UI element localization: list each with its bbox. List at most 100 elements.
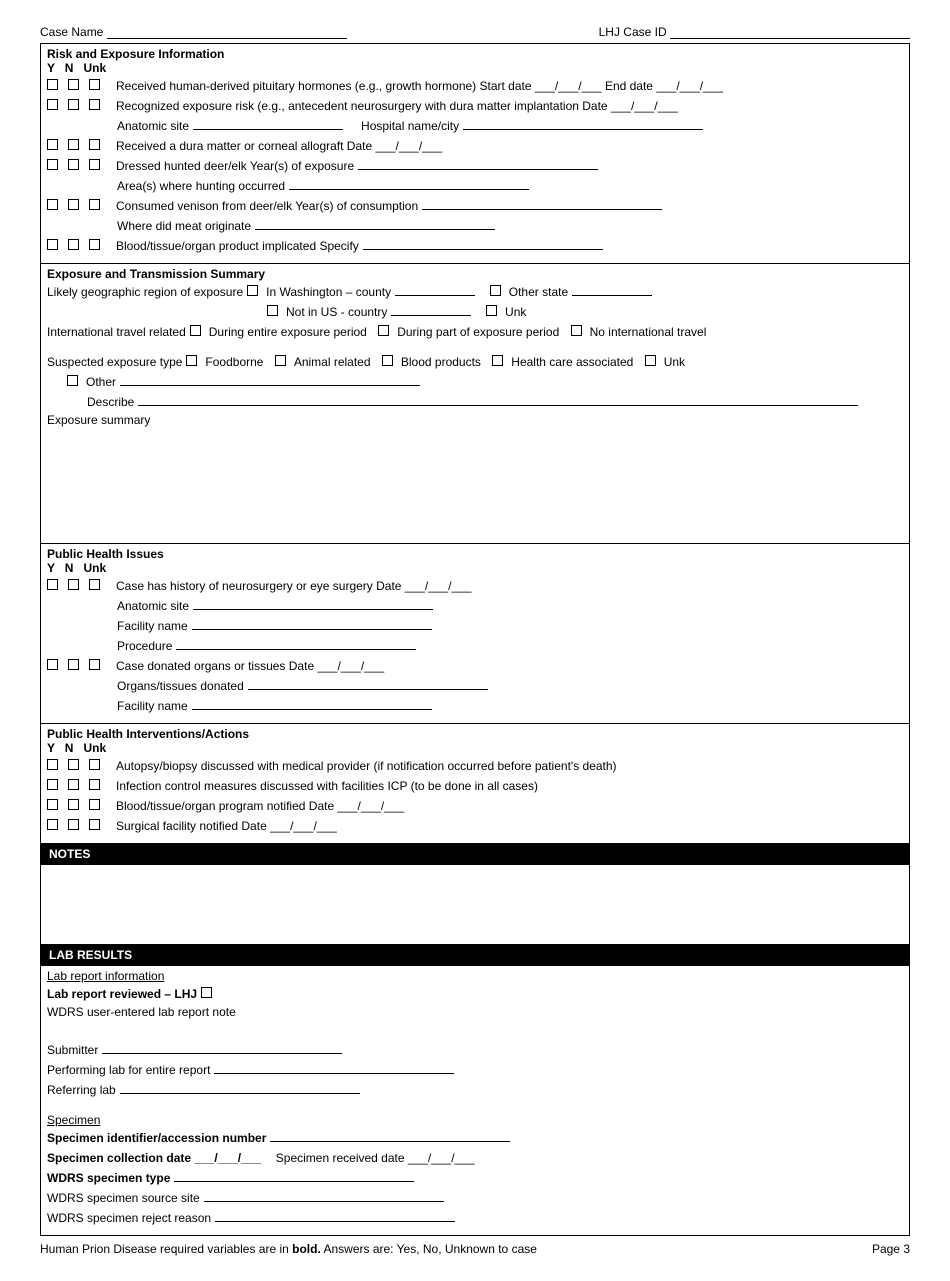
checkbox[interactable]: [68, 139, 79, 150]
checkbox[interactable]: [190, 325, 201, 336]
checkbox[interactable]: [275, 355, 286, 366]
checkbox[interactable]: [645, 355, 656, 366]
wsrc-input[interactable]: [204, 1189, 444, 1202]
checkbox[interactable]: [68, 759, 79, 770]
checkbox[interactable]: [47, 579, 58, 590]
risk-row-4: Dressed hunted deer/elk Year(s) of expos…: [47, 157, 903, 175]
hunting-area-input[interactable]: [289, 177, 529, 190]
checkbox[interactable]: [47, 99, 58, 110]
spec-type-row: WDRS specimen type: [47, 1169, 903, 1187]
hospital-input[interactable]: [463, 117, 703, 130]
checkbox[interactable]: [68, 239, 79, 250]
checkbox[interactable]: [47, 659, 58, 670]
lab-note-label: WDRS user-entered lab report note: [47, 1005, 903, 1019]
years-consumption-input[interactable]: [422, 197, 662, 210]
checkbox[interactable]: [68, 799, 79, 810]
wtype-input[interactable]: [174, 1169, 414, 1182]
ref-label: Referring lab: [47, 1081, 116, 1099]
checkbox[interactable]: [47, 159, 58, 170]
checkbox[interactable]: [47, 759, 58, 770]
describe-input[interactable]: [138, 393, 858, 406]
lab-submitter-row: Submitter: [47, 1041, 903, 1059]
checkbox[interactable]: [47, 139, 58, 150]
checkbox[interactable]: [89, 79, 100, 90]
checkbox[interactable]: [571, 325, 582, 336]
country-input[interactable]: [391, 303, 471, 316]
checkbox[interactable]: [89, 779, 100, 790]
hunting-area-label: Area(s) where hunting occurred: [117, 177, 285, 195]
checkbox[interactable]: [89, 819, 100, 830]
meat-origin-input[interactable]: [255, 217, 495, 230]
phi-anatomic-input[interactable]: [193, 597, 433, 610]
specify-input[interactable]: [363, 237, 603, 250]
checkbox[interactable]: [47, 239, 58, 250]
perf-input[interactable]: [214, 1061, 454, 1074]
checkbox[interactable]: [89, 139, 100, 150]
phi-organs-input[interactable]: [248, 677, 488, 690]
checkbox[interactable]: [89, 239, 100, 250]
checkbox[interactable]: [68, 99, 79, 110]
checkbox[interactable]: [378, 325, 389, 336]
checkbox[interactable]: [267, 305, 278, 316]
checkbox[interactable]: [68, 579, 79, 590]
risk-section: Risk and Exposure Information Y N Unk Re…: [40, 43, 910, 264]
risk-row-1-text: Received human-derived pituitary hormone…: [116, 77, 723, 95]
checkbox[interactable]: [247, 285, 258, 296]
checkbox[interactable]: [382, 355, 393, 366]
phi-facility-input[interactable]: [192, 617, 432, 630]
case-name-input[interactable]: [107, 26, 347, 39]
checkbox[interactable]: [68, 659, 79, 670]
checkbox[interactable]: [47, 799, 58, 810]
checkbox[interactable]: [67, 375, 78, 386]
describe-row: Describe: [47, 393, 903, 411]
checkbox[interactable]: [201, 987, 212, 998]
checkbox[interactable]: [89, 159, 100, 170]
checkbox[interactable]: [68, 79, 79, 90]
checkbox[interactable]: [89, 659, 100, 670]
spec-id-input[interactable]: [270, 1129, 510, 1142]
ref-input[interactable]: [120, 1081, 360, 1094]
checkbox[interactable]: [89, 99, 100, 110]
submitter-label: Submitter: [47, 1041, 98, 1059]
checkbox[interactable]: [486, 305, 497, 316]
phi-row-2b: Facility name: [47, 697, 903, 715]
checkbox[interactable]: [186, 355, 197, 366]
anatomic-site-input[interactable]: [193, 117, 343, 130]
checkbox[interactable]: [89, 199, 100, 210]
lab-section: Lab report information Lab report review…: [40, 966, 910, 1236]
risk-row-2-text: Recognized exposure risk (e.g., antecede…: [116, 97, 678, 115]
phi-row-2-text: Case donated organs or tissues Date ___/…: [116, 657, 384, 675]
checkbox[interactable]: [68, 819, 79, 830]
other-input[interactable]: [120, 373, 420, 386]
submitter-input[interactable]: [102, 1041, 342, 1054]
other-state-input[interactable]: [572, 283, 652, 296]
wsrc-label: WDRS specimen source site: [47, 1189, 200, 1207]
risk-row-5: Consumed venison from deer/elk Year(s) o…: [47, 197, 903, 215]
years-exposure-input[interactable]: [358, 157, 598, 170]
checkbox[interactable]: [89, 759, 100, 770]
checkbox[interactable]: [68, 779, 79, 790]
exposure-summary-area[interactable]: [47, 427, 903, 537]
exposure-section: Exposure and Transmission Summary Likely…: [40, 264, 910, 544]
checkbox[interactable]: [492, 355, 503, 366]
phi-procedure-input[interactable]: [176, 637, 416, 650]
checkbox[interactable]: [47, 779, 58, 790]
checkbox[interactable]: [89, 799, 100, 810]
checkbox[interactable]: [490, 285, 501, 296]
checkbox[interactable]: [89, 579, 100, 590]
checkbox[interactable]: [68, 159, 79, 170]
checkbox[interactable]: [47, 819, 58, 830]
notes-area[interactable]: [40, 865, 910, 945]
checkbox[interactable]: [47, 79, 58, 90]
risk-row-5-text: Consumed venison from deer/elk Year(s) o…: [116, 197, 418, 215]
footer-a: Human Prion Disease required variables a…: [40, 1242, 292, 1256]
phi-anatomic-label: Anatomic site: [117, 597, 189, 615]
wrej-input[interactable]: [215, 1209, 455, 1222]
spec-dates-row: Specimen collection date ___/___/___ Spe…: [47, 1149, 903, 1167]
lhj-field: LHJ Case ID: [599, 25, 910, 39]
phi-facility2-input[interactable]: [192, 697, 432, 710]
county-input[interactable]: [395, 283, 475, 296]
checkbox[interactable]: [68, 199, 79, 210]
lhj-input[interactable]: [670, 26, 910, 39]
checkbox[interactable]: [47, 199, 58, 210]
